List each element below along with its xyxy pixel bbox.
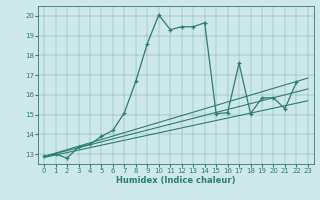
X-axis label: Humidex (Indice chaleur): Humidex (Indice chaleur) [116, 176, 236, 185]
